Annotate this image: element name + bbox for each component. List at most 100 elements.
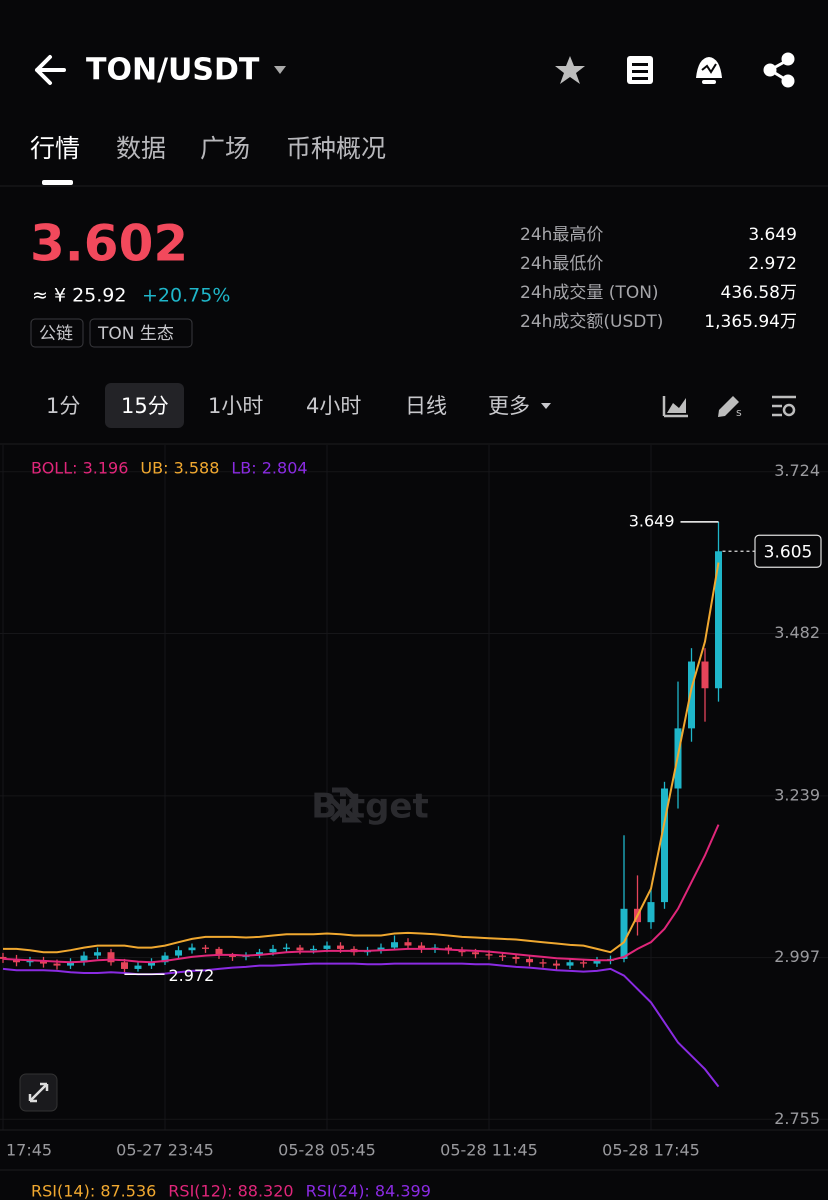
pair-title[interactable]: TON/USDT — [86, 53, 260, 88]
tag-box — [89, 318, 193, 348]
candle-body — [67, 962, 74, 966]
y-tick-label: 2.755 — [774, 1109, 820, 1128]
cny-price: ≈ ¥ 25.92 — [32, 285, 126, 307]
interval[interactable]: 更多 — [488, 394, 530, 418]
candle-body — [215, 948, 223, 956]
stat-label: 24h成交额(USDT) — [520, 312, 663, 332]
active-tab-indicator — [42, 180, 73, 185]
chart: 3.724 3.482 3.239 2.997 2.755 17:45 05-27 23:4… — [0, 445, 828, 1160]
y-tick-label: 3.482 — [774, 623, 820, 642]
rsi-entry: RSI(24): 84.399 — [306, 1182, 431, 1200]
candle-body — [418, 945, 425, 949]
x-tick-label: 05-28 17:45 — [602, 1141, 700, 1160]
tags: 公链 TON 生态 — [30, 318, 193, 348]
interval[interactable]: 1小时 — [208, 394, 263, 418]
candle-body — [80, 955, 88, 963]
tag: TON 生态 — [97, 324, 174, 344]
low-label: 2.972 — [169, 966, 215, 985]
stats-table: 24h最高价 3.649 24h最低价 2.972 24h成交量 (TON) 436.58… — [520, 225, 797, 332]
x-tick-label: 17:45 — [6, 1141, 52, 1160]
stat-label: 24h最高价 — [520, 225, 603, 245]
alert-icon[interactable] — [696, 57, 722, 84]
candle-body — [620, 908, 628, 959]
favorite-icon[interactable] — [555, 56, 585, 84]
stat-label: 24h成交量 (TON) — [520, 283, 659, 303]
candle-body — [458, 950, 466, 953]
legend-entry: UB: 3.588 — [140, 459, 219, 478]
candle-body — [229, 955, 236, 957]
tab[interactable]: 币种概况 — [286, 134, 386, 163]
candle-body — [485, 954, 493, 956]
stat-value: 436.58万 — [721, 283, 797, 303]
interval[interactable]: 日线 — [405, 394, 447, 418]
price-change: +20.75% — [142, 285, 230, 307]
rsi-legend: RSI(14): 87.536 RSI(12): 88.320 RSI(24): 8… — [31, 1182, 431, 1200]
candle-body — [202, 947, 209, 949]
candle-body — [404, 942, 412, 946]
candle-body — [499, 955, 506, 957]
candle-body — [310, 948, 317, 951]
draw-icon[interactable]: s — [718, 396, 742, 419]
indicator-icon[interactable] — [662, 396, 688, 418]
candle-body — [472, 952, 479, 955]
rsi-entry: RSI(14): 87.536 — [31, 1182, 156, 1200]
candle-body — [188, 947, 196, 951]
candle-body — [134, 965, 142, 969]
interval[interactable]: 15分 — [121, 394, 169, 418]
tab[interactable]: 行情 — [30, 134, 80, 163]
tag-box — [30, 318, 84, 348]
notes-icon[interactable] — [627, 56, 653, 84]
candle-body — [121, 962, 128, 969]
stat-value: 2.972 — [748, 254, 797, 274]
candle-body — [323, 945, 331, 949]
candle-body — [40, 960, 47, 964]
tab-bar: 行情 数据 广场 币种概况 — [30, 134, 386, 163]
stat-value: 1,365.94万 — [704, 312, 797, 332]
tab[interactable]: 广场 — [200, 134, 250, 163]
svg-text:s: s — [736, 406, 742, 419]
candle-body — [148, 962, 155, 966]
x-tick-label: 05-28 05:45 — [278, 1141, 376, 1160]
candle-body — [296, 947, 304, 951]
candle-body — [161, 955, 169, 963]
candle-body — [175, 950, 182, 956]
y-tick-label: 3.239 — [774, 785, 820, 804]
interval[interactable]: 1分 — [46, 394, 80, 418]
x-tick-label: 05-27 23:45 — [116, 1141, 214, 1160]
high-label: 3.649 — [629, 511, 675, 530]
active-interval-bg — [105, 383, 184, 428]
stat-value: 3.649 — [748, 225, 797, 245]
candle-body — [283, 947, 290, 949]
fullscreen-button[interactable] — [19, 1073, 58, 1112]
y-tick-label: 2.997 — [774, 947, 820, 966]
candle-body — [580, 962, 587, 964]
interval[interactable]: 4小时 — [306, 394, 361, 418]
rsi-entry: RSI(12): 88.320 — [168, 1182, 293, 1200]
pair-dropdown[interactable] — [274, 66, 286, 74]
last-price-label: 3.605 — [764, 542, 813, 562]
tab[interactable]: 数据 — [116, 134, 166, 163]
stat-label: 24h最低价 — [520, 254, 603, 274]
candle-body — [701, 661, 709, 689]
more-dropdown[interactable] — [541, 403, 551, 409]
candle-body — [566, 962, 574, 966]
candle-body — [26, 960, 34, 963]
candle-body — [539, 962, 547, 964]
candle-body — [377, 947, 385, 951]
x-tick-label: 05-28 11:45 — [440, 1141, 538, 1160]
candle-body — [688, 661, 695, 729]
last-price: 3.602 — [30, 215, 188, 273]
boll-line — [3, 562, 720, 954]
candle-body — [512, 956, 520, 959]
candle-body — [53, 963, 61, 966]
settings-icon[interactable] — [772, 395, 796, 417]
back-button[interactable] — [35, 55, 66, 85]
legend-entry: BOLL: 3.196 — [31, 459, 128, 478]
watermark-logo — [330, 787, 363, 823]
boll-line — [2, 824, 720, 964]
share-icon[interactable] — [763, 52, 795, 88]
boll-line — [2, 962, 720, 1088]
